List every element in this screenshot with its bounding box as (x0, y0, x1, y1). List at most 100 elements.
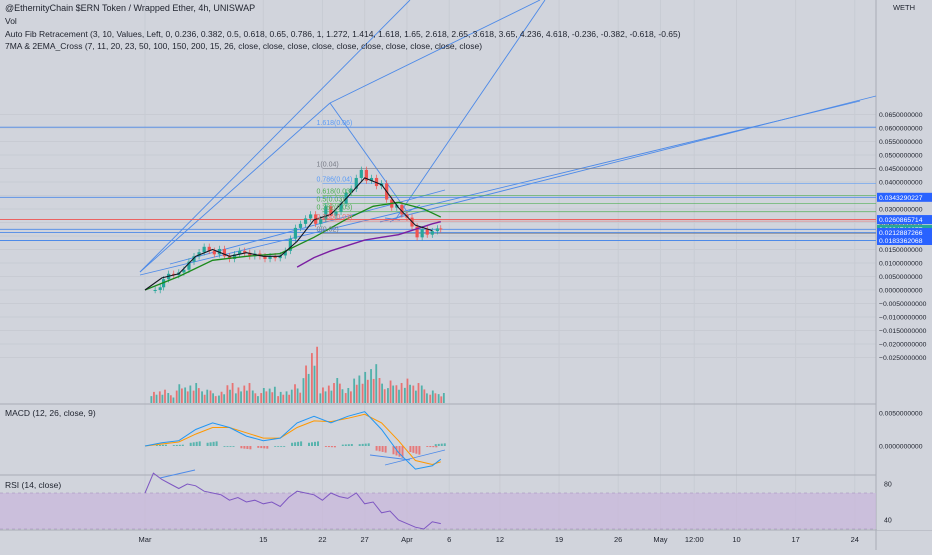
candle-body (268, 256, 272, 259)
trendline (159, 469, 196, 479)
price-tick-label: −0.0150000000 (879, 328, 927, 335)
macd-histogram-bar (418, 446, 421, 455)
price-badge (877, 215, 932, 225)
candle-body (319, 219, 323, 224)
macd-histogram-bar (426, 446, 429, 447)
volume-bar (223, 394, 226, 403)
volume-bar (403, 387, 406, 403)
macd-histogram-bar (209, 442, 212, 446)
volume-bar (268, 388, 271, 403)
volume-bar (387, 388, 389, 403)
macd-histogram-bar (232, 446, 235, 447)
volume-bar (192, 390, 195, 403)
trendline (369, 454, 411, 461)
volume-bar (220, 391, 223, 403)
volume-bar (296, 388, 299, 403)
volume-bar (262, 388, 265, 403)
candle-body (435, 228, 439, 232)
price-badge-label: 0.0212887266 (879, 230, 923, 237)
trendline (379, 95, 877, 223)
candle-body (243, 250, 247, 253)
trendline (139, 100, 861, 276)
volume-bar (226, 385, 229, 403)
macd-histogram-bar (378, 446, 381, 452)
volume-bar (417, 383, 420, 403)
macd-histogram-bar (415, 446, 418, 454)
volume-bar (344, 393, 347, 403)
volume-bar (409, 384, 411, 403)
volume-bar (294, 384, 296, 403)
volume-bar (251, 390, 254, 403)
volume-bar (370, 369, 372, 403)
time-tick-label: 12 (496, 535, 504, 544)
macd-histogram-bar (223, 446, 226, 447)
price-axis-bg (877, 0, 932, 530)
macd-histogram-bar (344, 444, 347, 446)
candle-body (425, 229, 429, 235)
macd-histogram-bar (308, 442, 310, 446)
volume-bar (305, 365, 307, 403)
price-tick-label: 0.0550000000 (879, 139, 923, 146)
ma-legend: 7MA & 2EMA_Cross (7, 11, 20, 23, 50, 100… (5, 41, 483, 51)
macd-histogram-bar (181, 444, 184, 446)
volume-bar (327, 385, 330, 403)
volume-bar (260, 393, 263, 403)
macd-histogram-bar (327, 446, 330, 448)
volume-bar (358, 375, 361, 403)
volume-bar (333, 383, 335, 403)
volume-bar (265, 391, 268, 403)
candle-body (283, 250, 287, 256)
macd-histogram-bar (375, 446, 378, 451)
volume-bar (434, 393, 437, 403)
price-tick-label: 0.0500000000 (879, 153, 923, 160)
macd-histogram-bar (164, 444, 167, 446)
candle-body (303, 218, 308, 224)
fib-label: 1(0.04) (317, 162, 339, 169)
candle-body (273, 256, 277, 259)
volume-bar (150, 396, 153, 403)
volume-bar (311, 353, 313, 403)
macd-histogram-bar (395, 446, 398, 456)
macd-histogram-bar (434, 444, 437, 446)
macd-histogram-bar (384, 446, 387, 453)
price-tick-label: 0.0450000000 (879, 166, 923, 173)
macd-histogram-bar (361, 443, 364, 446)
macd-histogram-bar (274, 446, 277, 447)
macd-histogram-bar (240, 446, 243, 449)
volume-bar (355, 384, 358, 403)
candle-body (349, 188, 353, 193)
time-tick-label: 22 (318, 535, 326, 544)
fib-label: 0(0.02) (317, 226, 339, 233)
volume-bar (381, 383, 383, 403)
ma-fast-line (144, 177, 433, 291)
price-axis[interactable]: WETH 0.0650000000 0.0600000000 0.0550000000… (877, 0, 932, 530)
candle-body (329, 206, 333, 216)
candle-body (415, 226, 419, 238)
fib-label: 0.382(0.03) (317, 205, 353, 212)
candle-body (187, 261, 191, 270)
fib-label: 0.5(0.03) (317, 197, 345, 204)
volume-bar (361, 383, 364, 403)
macd-histogram-bar (398, 446, 401, 457)
macd-histogram-bar (206, 442, 209, 446)
time-axis[interactable]: Mar 15 22 27 Apr 6 12 19 26 May 12:00 10 17 24 (139, 535, 859, 544)
price-badge-label: 0.0183362068 (879, 238, 923, 245)
volume-bar (229, 389, 231, 403)
macd-histogram-bar (347, 444, 350, 446)
volume-bar (423, 389, 426, 403)
macd-histogram-bar (311, 442, 313, 446)
macd-histogram-bar (243, 446, 246, 449)
macd-histogram-bar (317, 441, 319, 446)
volume-bar (184, 387, 187, 403)
macd-histogram-bar (172, 445, 175, 446)
volume-bar (440, 396, 443, 403)
price-tick-label: 0.0100000000 (879, 261, 923, 268)
volume-bar (389, 380, 392, 403)
volume-bar (372, 378, 375, 403)
volume-bar (398, 389, 400, 403)
volume-bar (254, 393, 257, 403)
macd-histogram-bar (192, 442, 195, 446)
macd-histogram-bar (229, 446, 232, 447)
